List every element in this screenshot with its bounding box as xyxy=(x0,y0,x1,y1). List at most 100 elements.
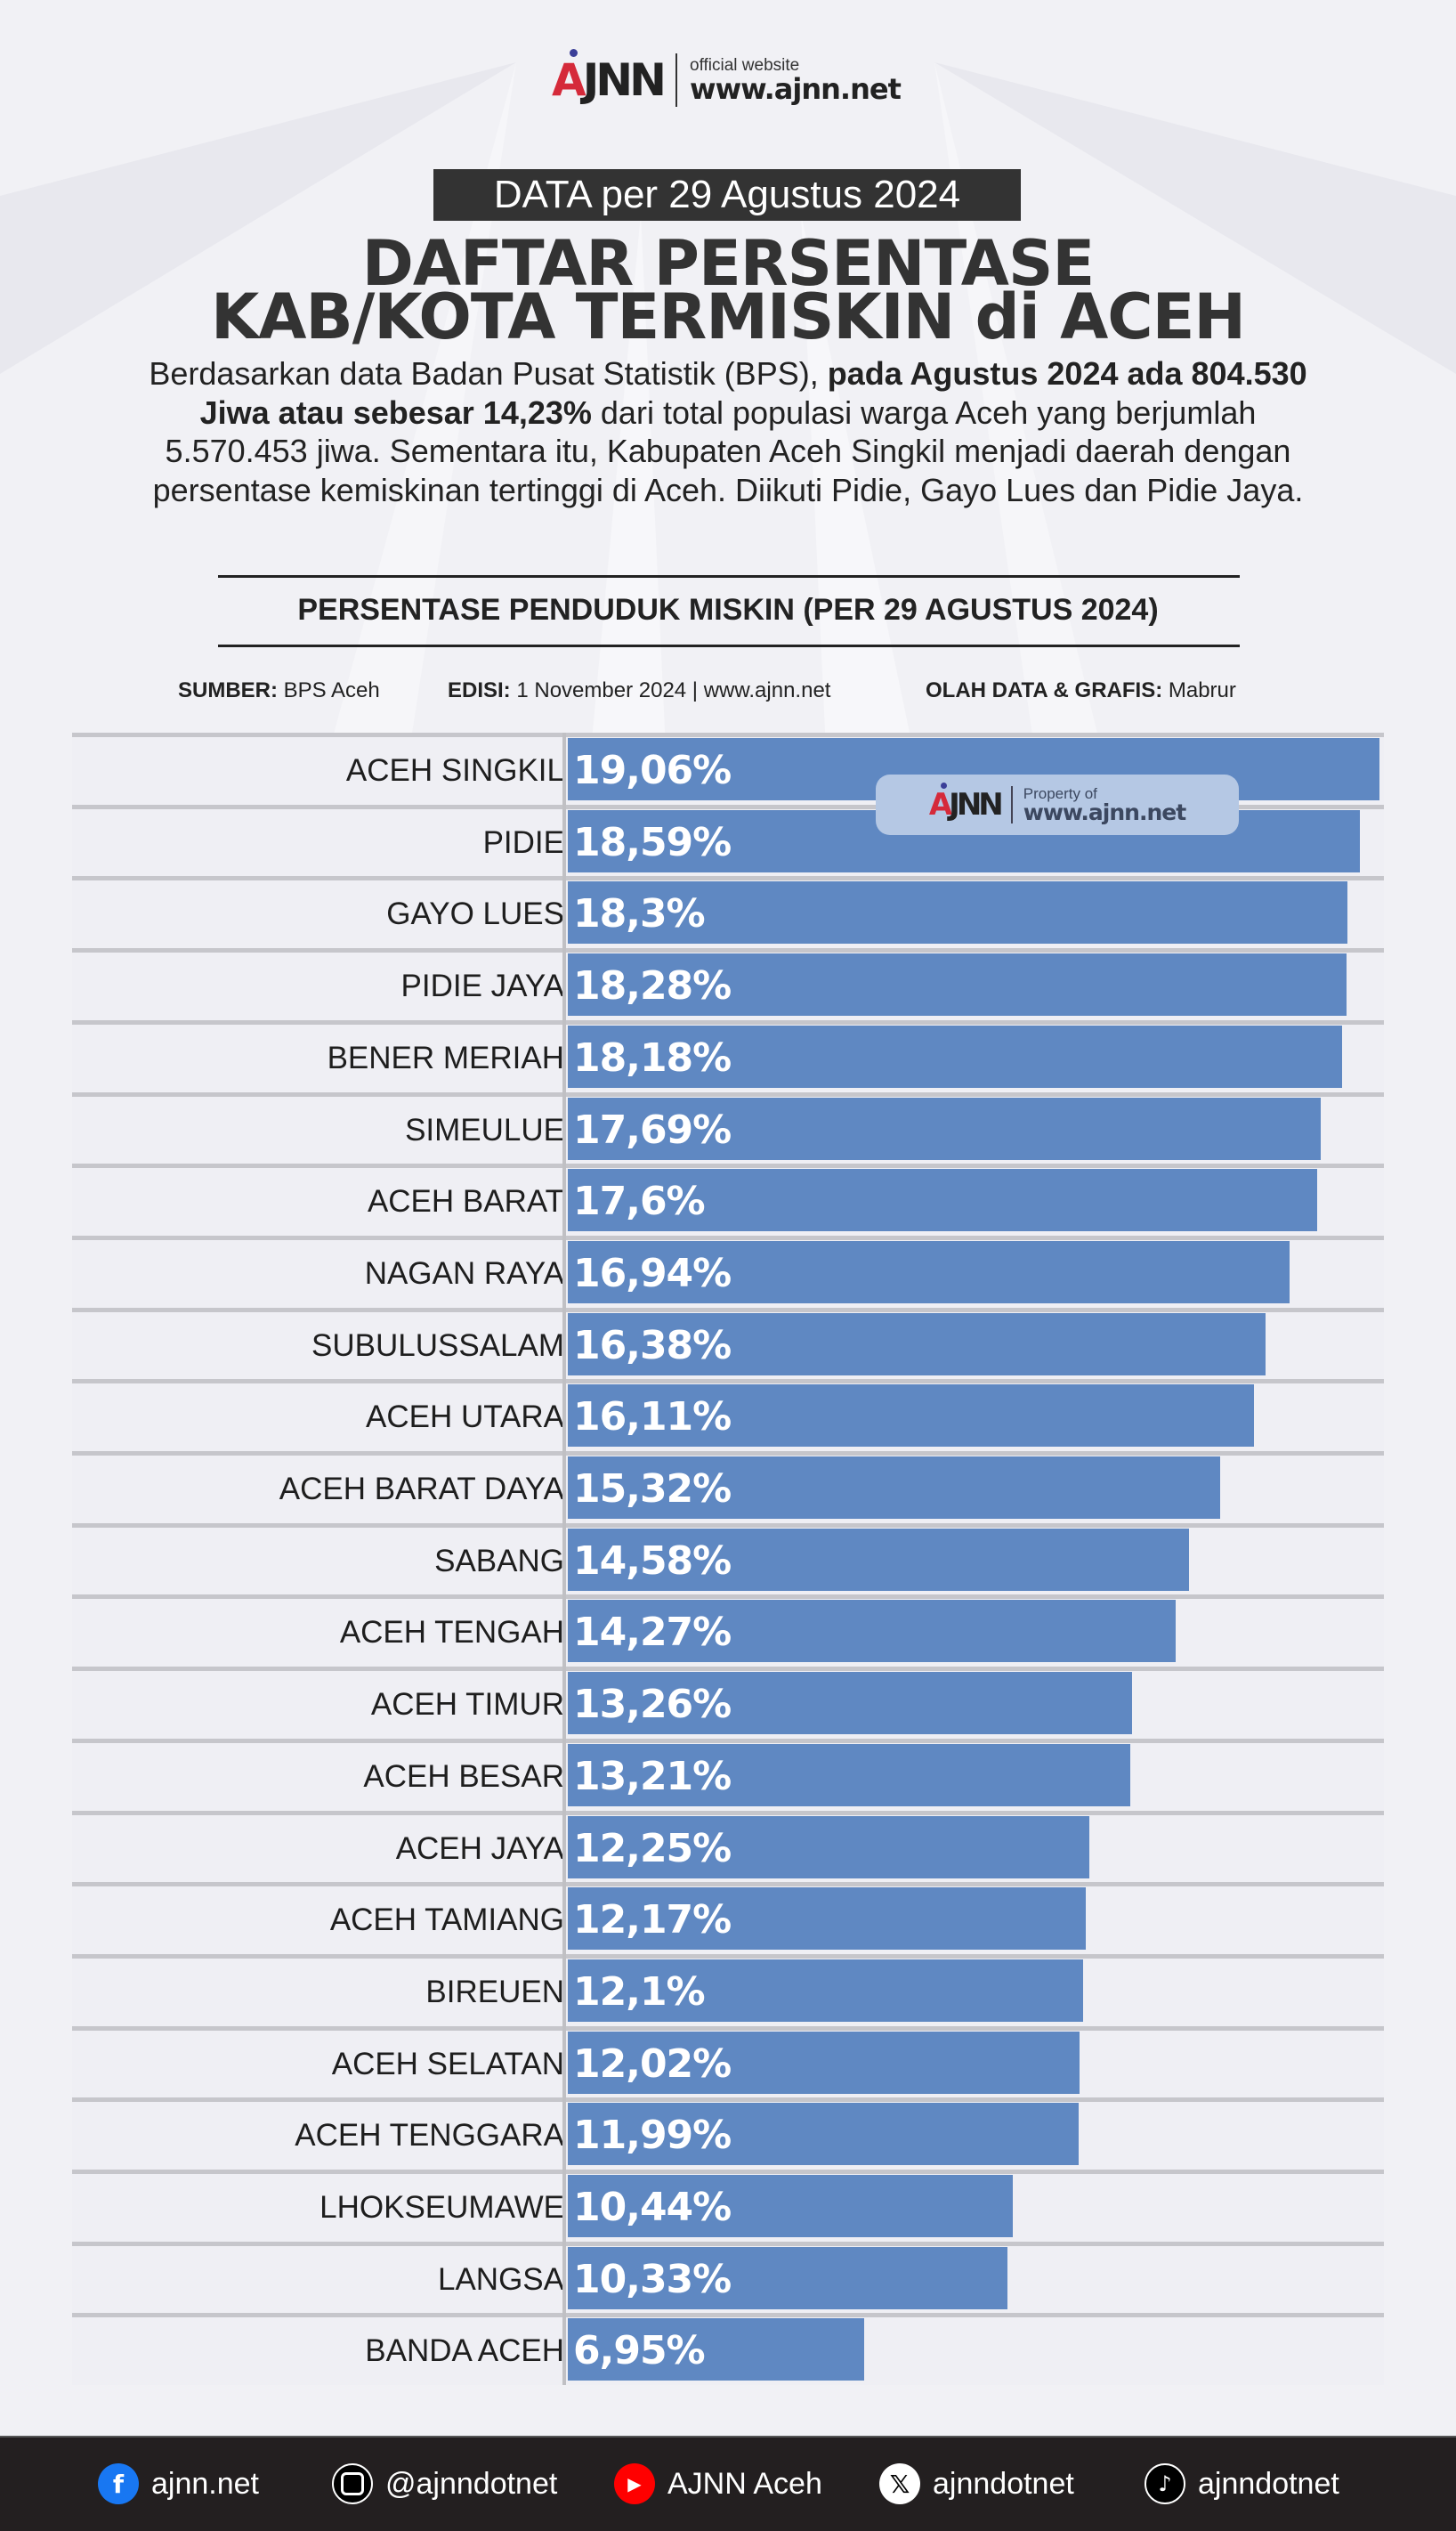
category-label: ACEH BARAT DAYA xyxy=(279,1472,564,1506)
chart-row: GAYO LUES 18,3% xyxy=(72,876,1384,949)
paragraph-text: Berdasarkan data Badan Pusat Statistik (… xyxy=(149,355,828,392)
chart-row: SUBULUSSALAM 16,38% xyxy=(72,1307,1384,1380)
ajnn-logo: AJNN official website www.ajnn.net xyxy=(552,46,908,114)
bar xyxy=(568,1169,1318,1232)
source-value: BPS Aceh xyxy=(278,678,380,702)
footer-facebook[interactable]: f ajnn.net xyxy=(98,2461,259,2507)
bar xyxy=(568,1600,1176,1663)
value-label: 17,6% xyxy=(573,1179,706,1225)
category-label: NAGAN RAYA xyxy=(364,1255,564,1291)
value-label: 18,59% xyxy=(573,819,732,865)
bar xyxy=(568,1743,1131,1806)
category-label: ACEH BESAR xyxy=(363,1758,564,1794)
category-label: BIREUEN xyxy=(425,1974,564,2009)
chart-row: ACEH TIMUR 13,26% xyxy=(72,1667,1384,1739)
bar xyxy=(568,1456,1221,1519)
chart-row: ACEH BESAR 13,21% xyxy=(72,1738,1384,1811)
watermark-url: www.ajnn.net xyxy=(1023,799,1186,825)
ajnn-logo-mark: AJNN xyxy=(552,49,667,106)
logo-divider xyxy=(675,53,677,107)
value-label: 14,27% xyxy=(573,1610,732,1656)
row-separator xyxy=(72,1235,1384,1240)
bar xyxy=(568,1815,1090,1878)
footer-tiktok[interactable]: ♪ ajnndotnet xyxy=(1145,2461,1339,2507)
category-label: GAYO LUES xyxy=(386,896,564,932)
chart-row: BIREUEN 12,1% xyxy=(72,1953,1384,2026)
page-title-line1: DAFTAR PERSENTASE xyxy=(361,227,1095,300)
bar xyxy=(568,1025,1342,1088)
date-badge: DATA per 29 Agustus 2024 xyxy=(433,169,1021,221)
chart-row: SABANG 14,58% xyxy=(72,1522,1384,1595)
category-label: PIDIE JAYA xyxy=(400,969,564,1004)
bar xyxy=(568,2103,1079,2166)
chart-title: PERSENTASE PENDUDUK MISKIN (PER 29 AGUST… xyxy=(297,593,1159,627)
source-label: SUMBER: xyxy=(178,678,278,702)
category-label: PIDIE xyxy=(482,824,564,860)
row-separator xyxy=(72,1379,1384,1384)
bar xyxy=(568,2031,1080,2094)
row-separator xyxy=(72,1667,1384,1672)
value-label: 16,94% xyxy=(573,1250,732,1296)
footer-label: ajnndotnet xyxy=(1198,2466,1339,2501)
value-label: 15,32% xyxy=(573,1466,732,1512)
logo-url: www.ajnn.net xyxy=(690,72,902,106)
chart-row: ACEH TENGGARA 11,99% xyxy=(72,2097,1384,2170)
x-icon: 𝕏 xyxy=(879,2463,920,2504)
value-label: 12,1% xyxy=(573,1968,706,2015)
category-label: ACEH TENGGARA xyxy=(295,2118,564,2154)
row-separator xyxy=(72,2313,1384,2318)
row-separator xyxy=(72,1522,1384,1528)
value-label: 12,25% xyxy=(573,1825,732,1871)
bar xyxy=(568,1887,1087,1951)
bar xyxy=(568,1097,1322,1160)
category-label: ACEH UTARA xyxy=(366,1399,564,1435)
chart-row: ACEH SELATAN 12,02% xyxy=(72,2025,1384,2098)
chart-row: ACEH BARAT DAYA 15,32% xyxy=(72,1451,1384,1523)
value-label: 16,38% xyxy=(573,1322,732,1368)
row-separator xyxy=(72,1738,1384,1743)
chart-row: LHOKSEUMAWE 10,44% xyxy=(72,2170,1384,2242)
divider xyxy=(218,575,1240,578)
footer-label: ajnn.net xyxy=(151,2466,259,2501)
footer-x[interactable]: 𝕏 ajnndotnet xyxy=(879,2461,1074,2507)
chart-row: PIDIE JAYA 18,28% xyxy=(72,948,1384,1020)
row-separator xyxy=(72,2097,1384,2103)
row-separator xyxy=(72,2241,1384,2246)
value-label: 6,95% xyxy=(573,2328,706,2374)
value-label: 12,17% xyxy=(573,1897,732,1943)
value-label: 12,02% xyxy=(573,2040,732,2087)
facebook-icon: f xyxy=(98,2463,139,2504)
value-label: 19,06% xyxy=(573,748,732,793)
watermark-logo-mark: AJNN xyxy=(929,783,1004,823)
watermark-divider xyxy=(1010,786,1013,823)
footer-label: ajnndotnet xyxy=(933,2466,1074,2501)
watermark: AJNN Property of www.ajnn.net xyxy=(876,775,1239,835)
value-label: 16,11% xyxy=(573,1394,732,1440)
bar xyxy=(568,2175,1013,2237)
footer: f ajnn.net @ajnndotnet ▶ AJNN Aceh 𝕏 ajn… xyxy=(0,2436,1456,2531)
bar xyxy=(568,1672,1133,1735)
row-separator xyxy=(72,1810,1384,1815)
divider xyxy=(218,645,1240,647)
footer-instagram[interactable]: @ajnndotnet xyxy=(332,2461,557,2507)
row-separator xyxy=(72,948,1384,953)
value-label: 18,3% xyxy=(573,891,706,937)
footer-youtube[interactable]: ▶ AJNN Aceh xyxy=(614,2461,822,2507)
row-separator xyxy=(72,1164,1384,1169)
chart-row: ACEH JAYA 12,25% xyxy=(72,1810,1384,1883)
category-label: ACEH SELATAN xyxy=(331,2046,564,2081)
value-label: 18,18% xyxy=(573,1034,732,1081)
chart-row: SIMEULUE 17,69% xyxy=(72,1091,1384,1164)
intro-paragraph: Berdasarkan data Badan Pusat Statistik (… xyxy=(133,354,1323,509)
bar xyxy=(568,2246,1008,2309)
row-separator xyxy=(72,1019,1384,1025)
category-label: SIMEULUE xyxy=(405,1112,564,1148)
bar xyxy=(568,1959,1083,2022)
row-separator xyxy=(72,804,1384,809)
bar xyxy=(568,881,1347,945)
category-label: SUBULUSSALAM xyxy=(311,1327,564,1363)
bar xyxy=(568,1312,1266,1375)
bar xyxy=(568,953,1347,1017)
credit-label: OLAH DATA & GRAFIS: xyxy=(926,678,1163,702)
value-label: 18,28% xyxy=(573,963,732,1010)
